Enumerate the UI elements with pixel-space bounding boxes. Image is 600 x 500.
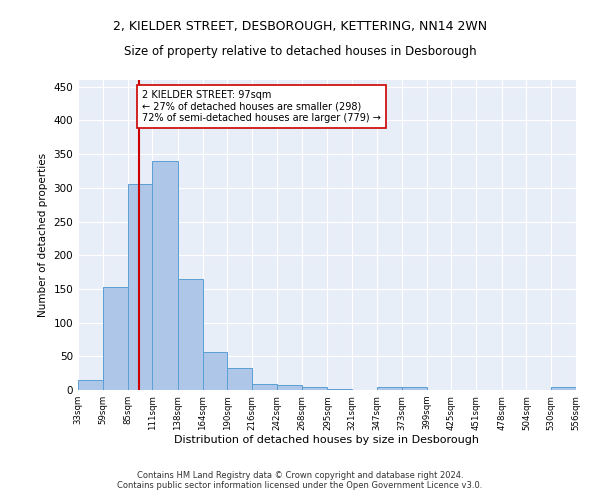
Bar <box>277 386 302 390</box>
Bar <box>78 380 103 390</box>
Bar <box>402 386 427 390</box>
Bar <box>551 386 576 390</box>
Bar <box>152 161 178 390</box>
Bar <box>302 386 328 390</box>
Bar <box>128 184 152 390</box>
Bar <box>252 384 277 390</box>
Bar <box>227 368 252 390</box>
X-axis label: Distribution of detached houses by size in Desborough: Distribution of detached houses by size … <box>175 436 479 446</box>
Bar <box>103 287 128 390</box>
Bar <box>328 388 352 390</box>
Bar <box>178 279 203 390</box>
Text: Contains HM Land Registry data © Crown copyright and database right 2024.
Contai: Contains HM Land Registry data © Crown c… <box>118 470 482 490</box>
Text: 2 KIELDER STREET: 97sqm
← 27% of detached houses are smaller (298)
72% of semi-d: 2 KIELDER STREET: 97sqm ← 27% of detache… <box>142 90 380 124</box>
Text: Size of property relative to detached houses in Desborough: Size of property relative to detached ho… <box>124 45 476 58</box>
Y-axis label: Number of detached properties: Number of detached properties <box>38 153 48 317</box>
Text: 2, KIELDER STREET, DESBOROUGH, KETTERING, NN14 2WN: 2, KIELDER STREET, DESBOROUGH, KETTERING… <box>113 20 487 33</box>
Bar <box>377 386 402 390</box>
Bar <box>203 352 227 390</box>
